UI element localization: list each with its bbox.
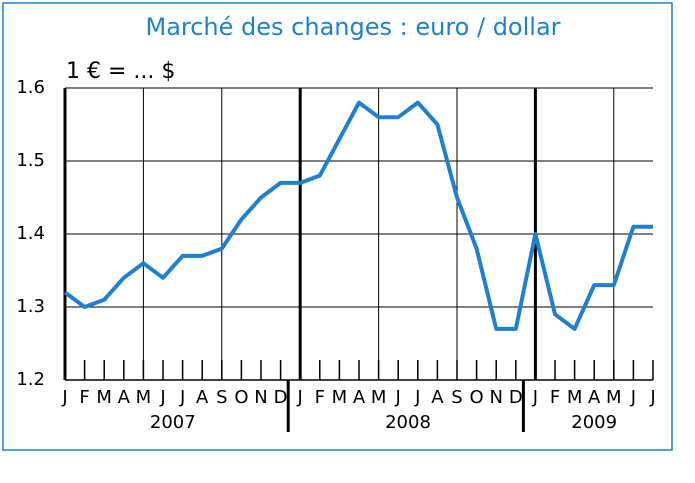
year-label: 2007 <box>150 412 196 433</box>
x-tick-label: M <box>332 387 348 408</box>
y-tick-label: 1.3 <box>16 296 45 317</box>
x-tick-label: O <box>234 387 248 408</box>
x-tick-label: F <box>315 387 325 408</box>
x-tick-label: M <box>96 387 112 408</box>
x-tick-label: J <box>532 387 538 408</box>
chart-title: Marché des changes : euro / dollar <box>145 13 560 41</box>
year-label: 2009 <box>571 412 617 433</box>
frame <box>2 2 673 451</box>
x-tick-label: J <box>649 387 655 408</box>
x-tick-label: J <box>395 387 401 408</box>
x-tick-label: N <box>254 387 267 408</box>
x-tick-label: A <box>588 387 601 408</box>
x-tick-label: F <box>79 387 89 408</box>
x-tick-label: D <box>509 387 523 408</box>
x-tick-label: D <box>274 387 288 408</box>
x-tick-label: M <box>567 387 583 408</box>
x-tick-label: S <box>451 387 462 408</box>
x-tick-label: N <box>489 387 502 408</box>
year-label: 2008 <box>385 412 431 433</box>
x-tick-label: A <box>196 387 209 408</box>
x-tick-label: A <box>431 387 444 408</box>
y-tick-label: 1.5 <box>16 150 45 171</box>
y-tick-label: 1.4 <box>16 223 45 244</box>
x-tick-label: J <box>61 387 67 408</box>
x-tick-label: J <box>297 387 303 408</box>
x-tick-label: O <box>470 387 484 408</box>
x-tick-label: A <box>353 387 366 408</box>
x-tick-label: M <box>606 387 622 408</box>
y-tick-label: 1.2 <box>16 369 45 390</box>
x-tick-label: J <box>179 387 185 408</box>
y-tick-label: 1.6 <box>16 77 45 98</box>
x-tick-label: A <box>118 387 131 408</box>
subtitle: 1 € = ... $ <box>66 59 175 84</box>
x-tick-label: J <box>159 387 165 408</box>
x-tick-label: S <box>216 387 227 408</box>
x-tick-label: F <box>550 387 560 408</box>
x-tick-label: J <box>630 387 636 408</box>
x-tick-label: J <box>414 387 420 408</box>
line <box>63 100 653 331</box>
x-tick-label: M <box>371 387 387 408</box>
x-tick-label: M <box>136 387 152 408</box>
